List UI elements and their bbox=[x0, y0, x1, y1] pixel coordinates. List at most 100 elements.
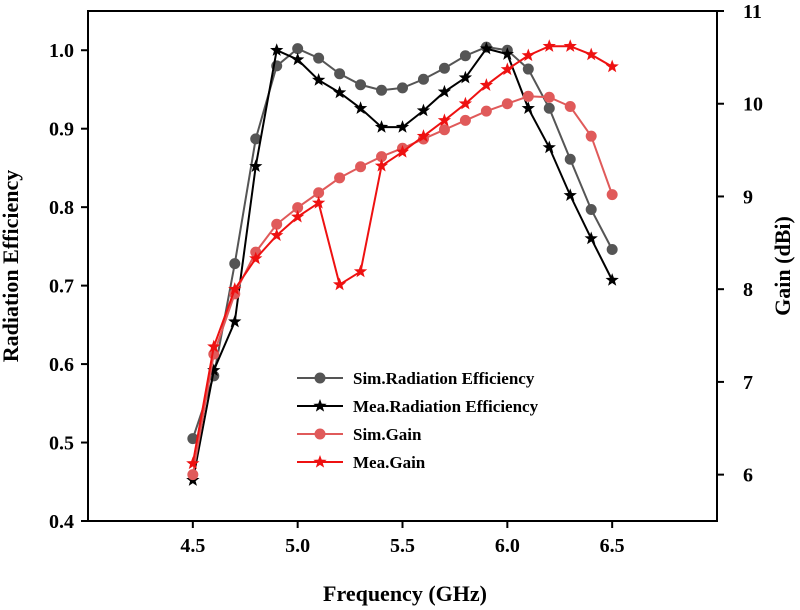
data-point-sim-gain bbox=[480, 105, 492, 117]
data-point-sim-gain bbox=[543, 91, 555, 103]
data-point-mea-gain bbox=[228, 282, 242, 295]
legend-label-mea-gain: Mea.Gain bbox=[353, 453, 426, 472]
data-point-sim-gain bbox=[271, 218, 283, 230]
axes-layer: 4.5 5.0 5.5 6.0 6.5 0.4 0.5 0.6 0.7 0.8 0.9 1.0 6 7 8 9… bbox=[49, 1, 763, 557]
data-point-sim-radiation-efficiency bbox=[229, 258, 241, 270]
data-point-sim-radiation-efficiency bbox=[355, 79, 367, 91]
data-point-mea-gain bbox=[207, 339, 221, 353]
data-point-sim-radiation-efficiency bbox=[334, 68, 346, 80]
data-point-mea-radiation-efficiency bbox=[374, 120, 389, 133]
x-tick-label: 6.0 bbox=[495, 535, 520, 557]
data-point-mea-radiation-efficiency bbox=[584, 231, 598, 245]
data-point-sim-gain bbox=[522, 90, 534, 102]
right-y-tick-label: 6 bbox=[743, 465, 753, 487]
data-point-sim-gain bbox=[459, 114, 471, 126]
data-point-mea-radiation-efficiency bbox=[542, 140, 556, 154]
data-point-mea-gain bbox=[311, 195, 326, 209]
right-y-tick-label: 10 bbox=[743, 94, 763, 116]
data-point-mea-gain bbox=[584, 47, 598, 61]
data-point-mea-gain bbox=[374, 158, 389, 172]
data-point-sim-radiation-efficiency bbox=[292, 43, 304, 55]
series-mea-radiation-efficiency bbox=[186, 41, 619, 486]
data-point-mea-gain bbox=[291, 209, 305, 223]
x-tick-label: 5.0 bbox=[285, 535, 310, 557]
left-y-tick-label: 0.4 bbox=[49, 511, 74, 533]
legend-label-sim-gain: Sim.Gain bbox=[353, 425, 422, 444]
data-point-sim-gain bbox=[501, 98, 513, 110]
data-point-mea-radiation-efficiency bbox=[228, 314, 242, 328]
x-tick-label: 5.5 bbox=[390, 535, 415, 557]
x-tick-label: 6.5 bbox=[600, 535, 625, 557]
data-point-sim-radiation-efficiency bbox=[585, 204, 597, 216]
data-point-sim-gain bbox=[606, 189, 618, 201]
right-y-tick-label: 7 bbox=[743, 372, 753, 394]
data-point-mea-radiation-efficiency bbox=[458, 70, 473, 84]
data-point-mea-radiation-efficiency bbox=[479, 41, 494, 55]
left-y-tick-label: 0.6 bbox=[49, 354, 74, 376]
data-point-sim-radiation-efficiency bbox=[522, 63, 534, 75]
legend-marker-mea-radiation-efficiency bbox=[313, 399, 327, 412]
data-point-mea-gain bbox=[500, 62, 514, 76]
data-point-mea-radiation-efficiency bbox=[311, 73, 326, 86]
left-y-tick-label: 0.7 bbox=[49, 276, 74, 298]
data-point-mea-gain bbox=[479, 78, 494, 91]
right-y-tick-label: 8 bbox=[743, 279, 753, 301]
x-tick-label: 4.5 bbox=[180, 535, 205, 557]
data-point-sim-radiation-efficiency bbox=[606, 244, 618, 256]
data-point-sim-radiation-efficiency bbox=[313, 52, 325, 64]
left-y-tick-label: 0.8 bbox=[49, 197, 74, 219]
legend-label-mea-radiation-efficiency: Mea.Radiation Efficiency bbox=[353, 397, 539, 416]
data-point-sim-radiation-efficiency bbox=[397, 82, 408, 94]
data-point-sim-radiation-efficiency bbox=[543, 102, 555, 114]
data-point-mea-radiation-efficiency bbox=[416, 103, 431, 117]
data-point-mea-radiation-efficiency bbox=[353, 101, 368, 114]
data-point-mea-gain bbox=[332, 277, 347, 291]
data-point-mea-gain bbox=[249, 251, 263, 265]
data-point-sim-radiation-efficiency bbox=[459, 50, 471, 62]
data-point-sim-gain bbox=[438, 124, 450, 136]
data-point-mea-gain bbox=[437, 113, 452, 127]
legend: Sim.Radiation Efficiency Mea.Radiation E… bbox=[297, 369, 539, 472]
series-layer bbox=[186, 39, 619, 486]
data-point-sim-gain bbox=[564, 101, 576, 113]
right-axis-title: Gain (dBi) bbox=[770, 216, 795, 316]
data-point-sim-radiation-efficiency bbox=[376, 84, 388, 96]
data-point-mea-gain bbox=[186, 456, 200, 470]
data-point-sim-radiation-efficiency bbox=[417, 73, 429, 85]
right-y-tick-label: 11 bbox=[743, 1, 762, 23]
data-point-mea-radiation-efficiency bbox=[521, 101, 535, 114]
data-point-sim-gain bbox=[187, 469, 199, 481]
data-point-mea-radiation-efficiency bbox=[437, 84, 452, 98]
left-y-tick-label: 0.9 bbox=[49, 119, 74, 141]
data-point-sim-gain bbox=[334, 172, 346, 184]
data-point-mea-gain bbox=[395, 144, 410, 158]
data-point-mea-gain bbox=[416, 129, 431, 142]
left-y-tick-label: 1.0 bbox=[49, 40, 74, 62]
data-point-mea-gain bbox=[542, 39, 556, 52]
data-point-mea-gain bbox=[605, 59, 619, 73]
data-point-mea-gain bbox=[521, 48, 535, 62]
data-point-mea-radiation-efficiency bbox=[605, 273, 619, 286]
legend-marker-sim-gain bbox=[314, 428, 326, 440]
data-point-mea-radiation-efficiency bbox=[332, 85, 347, 99]
series-mea-gain bbox=[186, 39, 619, 470]
data-point-mea-gain bbox=[353, 264, 368, 278]
data-point-mea-gain bbox=[563, 39, 577, 52]
data-point-mea-radiation-efficiency bbox=[563, 188, 577, 202]
data-point-mea-gain bbox=[458, 96, 473, 110]
data-point-sim-radiation-efficiency bbox=[438, 62, 450, 74]
left-y-tick-label: 0.5 bbox=[49, 433, 74, 455]
legend-marker-sim-radiation-efficiency bbox=[314, 372, 326, 384]
data-point-mea-gain bbox=[270, 228, 284, 242]
right-y-tick-label: 9 bbox=[743, 186, 753, 208]
data-point-mea-radiation-efficiency bbox=[500, 47, 514, 60]
data-point-mea-radiation-efficiency bbox=[207, 363, 221, 377]
data-point-mea-radiation-efficiency bbox=[270, 43, 284, 56]
x-axis-title: Frequency (GHz) bbox=[323, 581, 487, 606]
data-point-sim-gain bbox=[355, 161, 367, 173]
data-point-mea-radiation-efficiency bbox=[291, 52, 305, 66]
left-axis-title: Radiation Efficiency bbox=[0, 170, 23, 363]
legend-marker-mea-gain bbox=[313, 455, 327, 468]
legend-label-sim-radiation-efficiency: Sim.Radiation Efficiency bbox=[353, 369, 535, 388]
